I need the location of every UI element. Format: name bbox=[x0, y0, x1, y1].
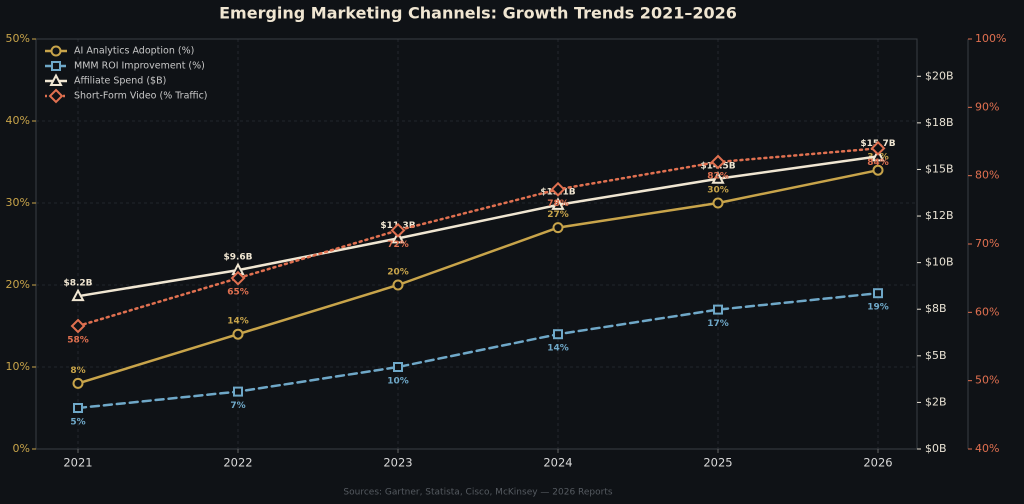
marker bbox=[232, 328, 244, 340]
data-label: 82% bbox=[707, 172, 729, 182]
marker bbox=[550, 181, 566, 197]
chart-title: Emerging Marketing Channels: Growth Tren… bbox=[219, 4, 737, 23]
yticks-label: 40% bbox=[6, 114, 30, 127]
x-tick-label: 2023 bbox=[383, 456, 412, 470]
legend-marker bbox=[51, 61, 61, 71]
data-label: 19% bbox=[867, 303, 889, 313]
data-label: 65% bbox=[227, 288, 249, 298]
series: 8%14%20%27%30%34% bbox=[70, 153, 889, 389]
data-label: 20% bbox=[387, 268, 409, 278]
legend-marker bbox=[48, 88, 64, 104]
y2ticks-label: $8B bbox=[925, 302, 947, 315]
y3ticks-label: 80% bbox=[975, 169, 999, 182]
series-line bbox=[76, 147, 880, 328]
data-label: 10% bbox=[387, 377, 409, 387]
marker bbox=[872, 164, 884, 176]
x-tick-label: 2021 bbox=[63, 456, 92, 470]
y2ticks-label: $2B bbox=[925, 395, 947, 408]
y2ticks-label: $20B bbox=[925, 69, 954, 82]
marker bbox=[393, 362, 403, 372]
y3ticks-label: 40% bbox=[975, 442, 999, 455]
y3ticks-label: 100% bbox=[975, 32, 1006, 45]
y2ticks-label: $5B bbox=[925, 349, 947, 362]
marker bbox=[552, 222, 564, 234]
yticks-label: 20% bbox=[6, 278, 30, 291]
data-label: 7% bbox=[230, 401, 245, 411]
y3ticks-label: 90% bbox=[975, 100, 999, 113]
data-label: 84% bbox=[867, 158, 889, 168]
marker bbox=[390, 222, 406, 238]
marker bbox=[713, 304, 723, 315]
x-tick-label: 2024 bbox=[543, 456, 572, 470]
legend-marker bbox=[49, 73, 63, 86]
x-tick-label: 2025 bbox=[703, 456, 732, 470]
marker bbox=[711, 171, 725, 184]
y3ticks-label: 70% bbox=[975, 237, 999, 250]
y2ticks-label: $18B bbox=[925, 116, 954, 129]
marker bbox=[233, 386, 243, 397]
marker bbox=[73, 403, 83, 413]
y2ticks-label: $10B bbox=[925, 256, 954, 269]
legend-label: Affiliate Spend ($B) bbox=[74, 76, 166, 87]
data-label: 72% bbox=[387, 240, 409, 250]
marker bbox=[551, 197, 565, 210]
data-label: 17% bbox=[707, 319, 729, 329]
marker bbox=[72, 377, 84, 389]
legend-marker bbox=[50, 45, 62, 57]
y3ticks-label: 50% bbox=[975, 374, 999, 387]
series: 5% 7% 10% 14% 17% 19% bbox=[70, 288, 889, 428]
legend-label: AI Analytics Adoption (%) bbox=[74, 46, 194, 57]
data-label: 8% bbox=[70, 366, 85, 376]
marker bbox=[553, 329, 563, 340]
y3ticks-label: 60% bbox=[975, 305, 999, 318]
y2ticks-label: $12B bbox=[925, 209, 954, 222]
marker bbox=[230, 270, 246, 286]
yticks-label: 50% bbox=[6, 32, 30, 45]
data-label: $8.2B bbox=[63, 279, 92, 289]
yticks-label: 10% bbox=[6, 360, 30, 373]
series: $8.2B$9.6B$11.3B$13.1B$14.5B$15.7B bbox=[63, 139, 896, 302]
plot-frame bbox=[35, 38, 918, 450]
data-label: 30% bbox=[707, 186, 729, 196]
series-line bbox=[76, 168, 880, 385]
data-label: 78% bbox=[547, 199, 569, 209]
legend-label: MMM ROI Improvement (%) bbox=[74, 61, 205, 72]
x-tick-label: 2026 bbox=[863, 456, 892, 470]
marker bbox=[70, 318, 86, 334]
x-tick-label: 2022 bbox=[223, 456, 252, 470]
marker bbox=[712, 197, 724, 209]
legend-label: Short-Form Video (% Traffic) bbox=[74, 91, 208, 102]
marker bbox=[392, 279, 404, 291]
marker bbox=[710, 154, 726, 170]
series-line bbox=[76, 291, 880, 410]
series: 58% 65% 72% 78% 82% 84% bbox=[67, 140, 889, 346]
marker bbox=[71, 288, 85, 302]
data-label: $9.6B bbox=[223, 253, 252, 263]
series-line bbox=[76, 155, 880, 298]
marker bbox=[870, 140, 886, 156]
data-label: 27% bbox=[547, 210, 569, 220]
y2ticks-label: $15B bbox=[925, 162, 954, 175]
source-note: Sources: Gartner, Statista, Cisco, McKin… bbox=[343, 488, 612, 498]
yticks-label: 0% bbox=[13, 442, 30, 455]
data-label: 14% bbox=[547, 344, 569, 354]
data-label: 5% bbox=[70, 418, 85, 428]
data-label: 14% bbox=[227, 317, 249, 327]
yticks-label: 30% bbox=[6, 196, 30, 209]
data-label: 58% bbox=[67, 336, 89, 346]
y2ticks-label: $0B bbox=[925, 442, 947, 455]
marker bbox=[873, 288, 883, 299]
